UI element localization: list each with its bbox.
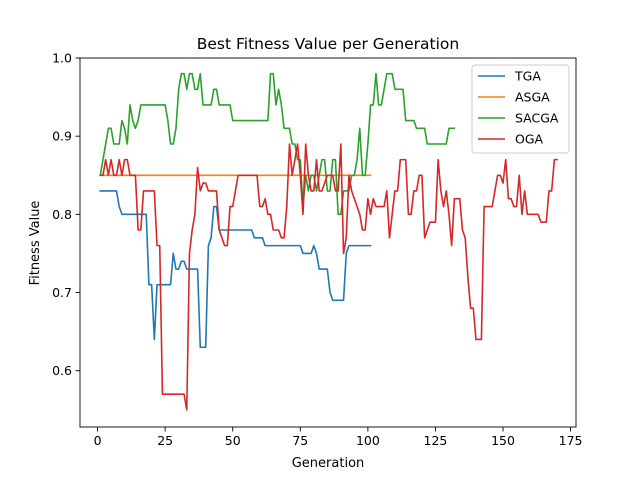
plot-area	[99, 72, 558, 411]
series-line-oga	[99, 143, 558, 411]
chart-title: Best Fitness Value per Generation	[197, 35, 460, 53]
plot-frame	[79, 57, 577, 428]
y-tick-label: 0.7	[52, 285, 72, 300]
y-tick-label: 1.0	[52, 51, 72, 66]
series-line-tga	[99, 190, 372, 349]
x-tick-label: 125	[424, 433, 448, 448]
series-line-sacga	[99, 72, 456, 216]
x-tick-label: 150	[491, 433, 515, 448]
x-tick-label: 100	[356, 433, 380, 448]
legend: TGA ASGA SACGA OGA	[471, 64, 570, 154]
y-axis-label: Fitness Value	[28, 201, 43, 286]
x-tick-label: 0	[94, 433, 102, 448]
x-axis-ticks: 0 25 50 75 100 125 150 175	[94, 427, 583, 448]
legend-label-tga: TGA	[514, 69, 541, 84]
legend-label-sacga: SACGA	[515, 111, 559, 126]
x-tick-label: 75	[292, 433, 308, 448]
x-tick-label: 50	[225, 433, 241, 448]
y-tick-label: 0.6	[52, 363, 72, 378]
legend-label-asga: ASGA	[515, 90, 550, 105]
axes	[79, 57, 577, 428]
x-tick-label: 175	[559, 433, 583, 448]
legend-label-oga: OGA	[515, 132, 544, 147]
x-tick-label: 25	[157, 433, 173, 448]
y-tick-label: 0.9	[52, 129, 72, 144]
y-tick-label: 0.8	[52, 207, 72, 222]
y-axis-ticks: 0.6 0.7 0.8 0.9 1.0	[52, 51, 80, 378]
legend-box	[471, 64, 570, 154]
x-axis-label: Generation	[292, 456, 365, 471]
